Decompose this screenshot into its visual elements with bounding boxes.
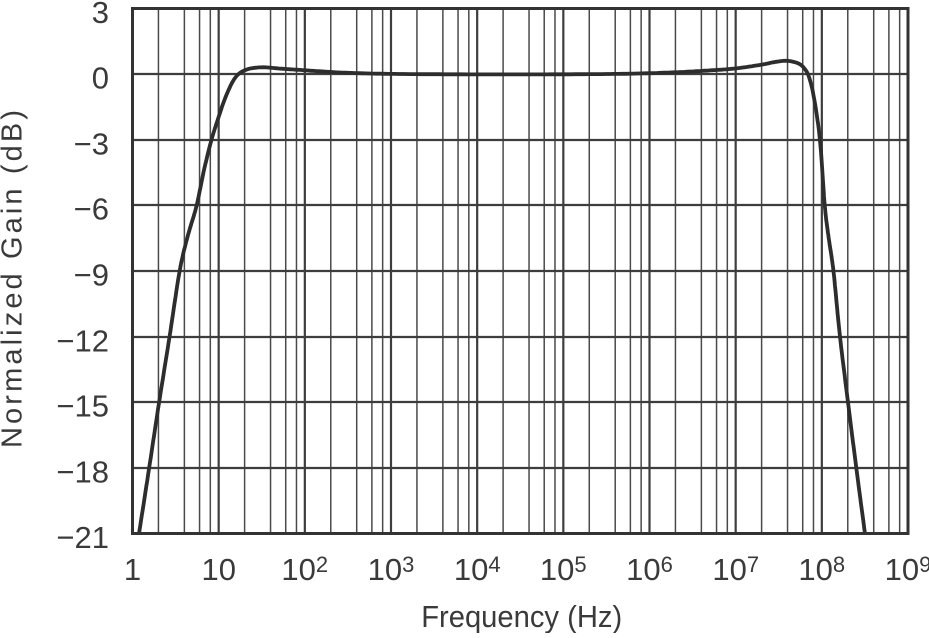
svg-text:3: 3 xyxy=(92,0,109,30)
svg-text:109: 109 xyxy=(885,552,929,587)
svg-text:Frequency (Hz): Frequency (Hz) xyxy=(421,599,622,633)
svg-text:10: 10 xyxy=(201,552,235,587)
svg-text:−18: −18 xyxy=(56,455,109,490)
svg-text:−9: −9 xyxy=(74,258,109,293)
svg-text:−15: −15 xyxy=(56,389,109,424)
svg-text:−12: −12 xyxy=(56,324,109,359)
svg-text:−21: −21 xyxy=(56,520,109,555)
svg-text:−3: −3 xyxy=(74,127,109,162)
svg-text:Normalized Gain (dB): Normalized Gain (dB) xyxy=(0,110,29,448)
svg-text:0: 0 xyxy=(92,61,109,96)
svg-text:1: 1 xyxy=(124,552,141,587)
svg-text:−6: −6 xyxy=(74,192,109,227)
svg-text:102: 102 xyxy=(281,552,328,587)
